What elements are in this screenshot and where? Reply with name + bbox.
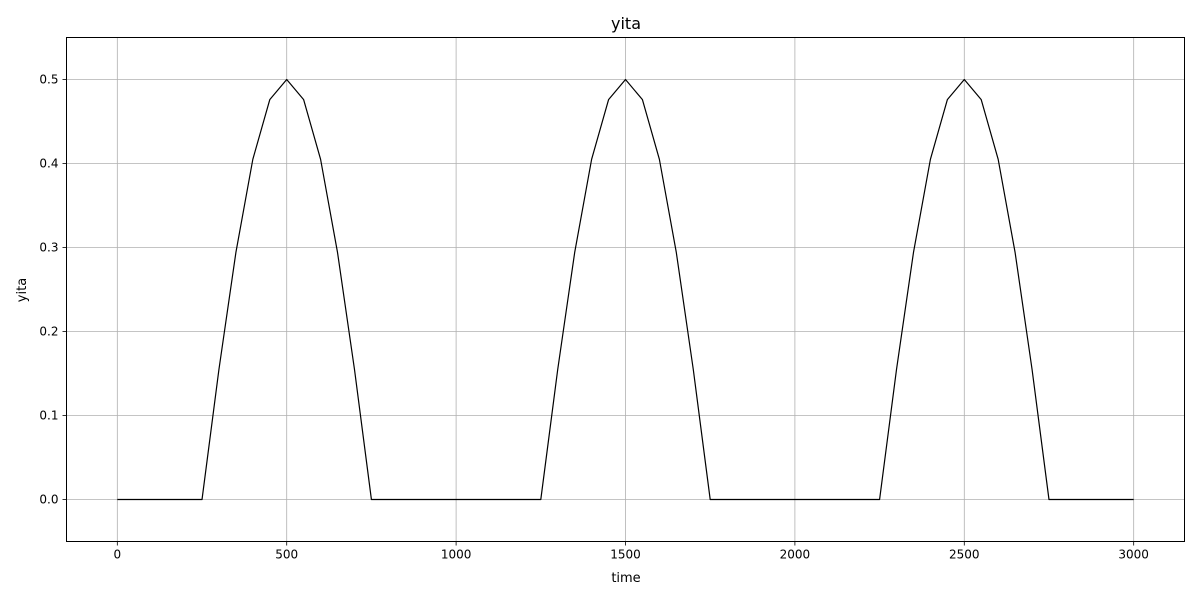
x-tick-label: 1000: [441, 548, 472, 562]
y-tick-label: 0.5: [39, 73, 58, 87]
x-axis-ticks: 0 500 1000 1500 2000 2500 3000: [113, 541, 1149, 562]
x-tick-label: 2500: [949, 548, 980, 562]
chart-title: yita: [611, 14, 641, 33]
y-axis-label: yita: [15, 278, 30, 302]
y-tick-label: 0.4: [39, 157, 58, 171]
x-tick-label: 2000: [780, 548, 811, 562]
series-line: [117, 78, 1134, 501]
series-layer: [117, 78, 1134, 501]
x-tick-label: 500: [275, 548, 298, 562]
x-tick-label: 3000: [1118, 548, 1149, 562]
y-tick-label: 0.2: [39, 325, 58, 339]
y-tick-label: 0.1: [39, 409, 58, 423]
x-axis-label: time: [611, 571, 640, 586]
y-tick-label: 0.3: [39, 241, 58, 255]
x-tick-label: 1500: [610, 548, 641, 562]
x-tick-label: 0: [113, 548, 121, 562]
y-axis-ticks: 0.0 0.1 0.2 0.3 0.4 0.5: [39, 73, 67, 507]
y-tick-label: 0.0: [39, 493, 58, 507]
